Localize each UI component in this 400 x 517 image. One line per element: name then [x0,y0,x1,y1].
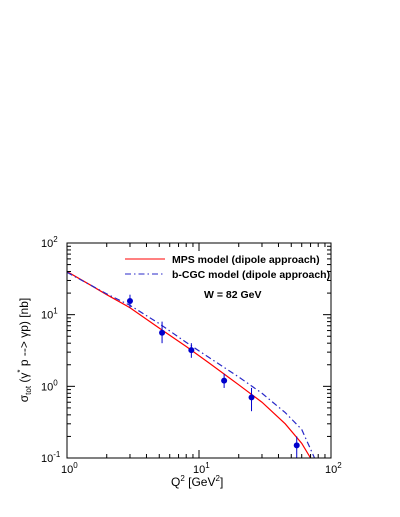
data-point [293,442,300,449]
data-point [188,347,195,354]
y-axis-title-sup: * [16,369,25,372]
series-bcgc-curve [67,271,316,458]
y-axis-title-rest2: p --> γp) [nb] [17,298,31,370]
series-mps-curve [67,271,312,458]
annotation-energy: W = 82 GeV [204,289,261,301]
x-tick-label: 100 [61,461,78,476]
data-point [248,394,255,401]
y-tick-label: 102 [41,235,58,250]
y-tick-label: 10-1 [41,450,61,465]
x-axis-title-sup2: 2 [215,474,220,483]
x-tick-label: 102 [325,461,342,476]
data-point [221,377,228,384]
x-axis-title-rest: [GeV [185,475,216,489]
x-axis-title-main: Q [171,475,180,489]
y-axis-title-sub: tot [24,385,33,395]
data-point [126,298,133,305]
svg-text:Q2 [GeV2]: Q2 [GeV2] [171,474,223,489]
y-axis-title-sigma: σ [17,394,31,402]
x-axis-title: Q2 [GeV2] [171,474,223,489]
x-tick-label: 101 [193,461,210,476]
y-axis-title: σtot (γ* p --> γp) [nb] [16,298,33,402]
y-tick-label: 100 [41,378,58,393]
x-axis-title-end: ] [220,475,223,489]
legend: MPS model (dipole approach) b-CGC model … [125,254,330,281]
data-point [159,329,166,336]
y-axis-title-rest: (γ [17,373,31,386]
legend-label-mps: MPS model (dipole approach) [172,254,320,266]
svg-text:σtot (γ* p --> γp) [nb]: σtot (γ* p --> γp) [nb] [16,298,33,402]
legend-label-bcgc: b-CGC model (dipole approach) [172,269,330,281]
y-tick-label: 101 [41,307,58,322]
x-axis-title-sup: 2 [180,474,185,483]
